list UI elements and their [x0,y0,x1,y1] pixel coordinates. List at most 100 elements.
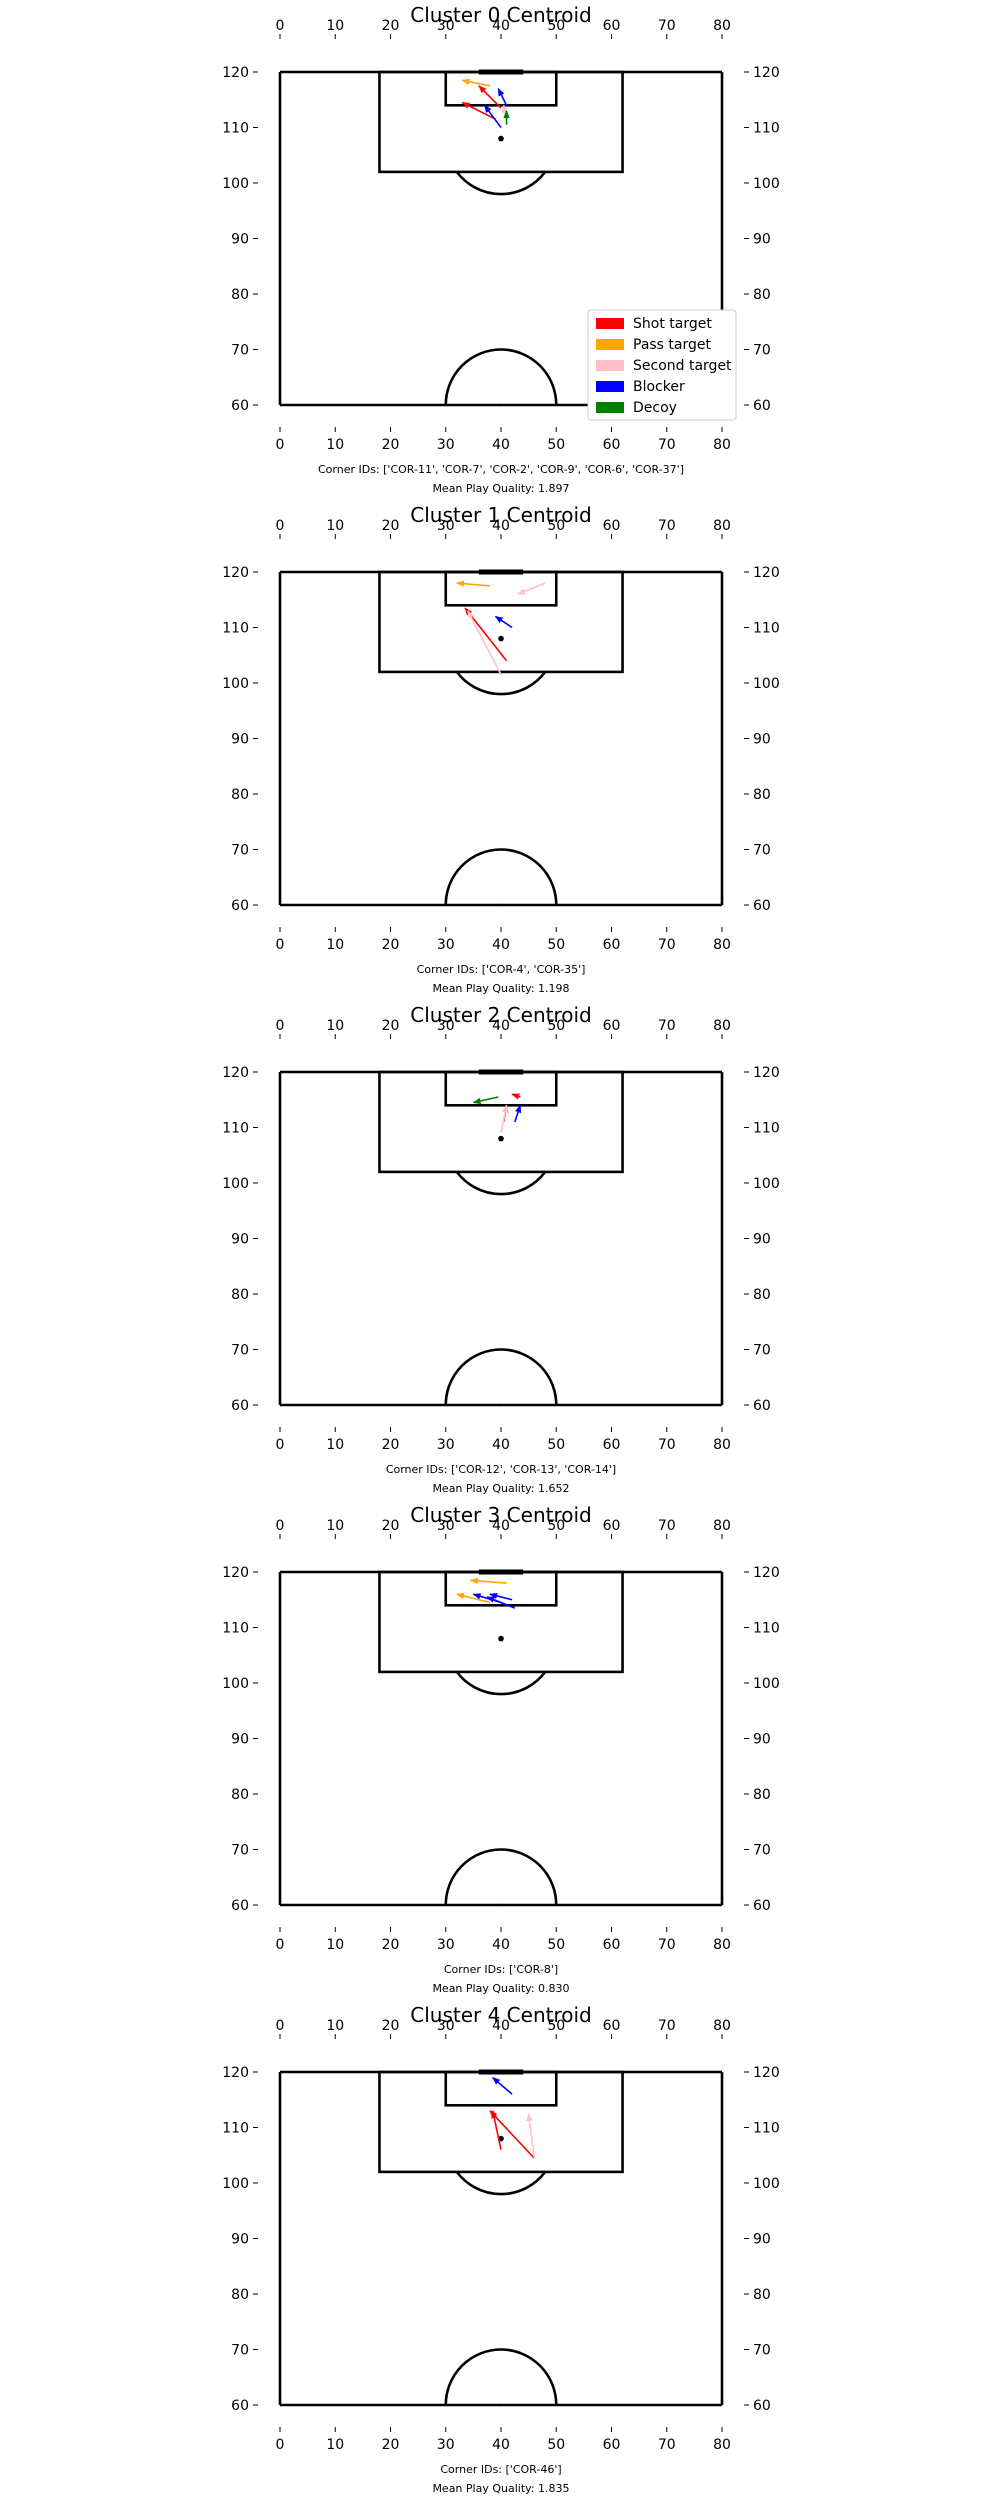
legend-label: Pass target [633,337,712,353]
x-tick-label-bottom: 80 [713,937,731,953]
x-tick-label-bottom: 50 [547,1937,565,1953]
y-tick-label-left: 80 [231,1287,249,1303]
centre-circle [444,848,558,906]
x-tick-label-top: 70 [658,1018,676,1034]
corner-ids-caption: Corner IDs: ['COR-46'] [440,2463,561,2476]
x-tick-label-bottom: 60 [603,2437,621,2453]
y-tick-label-right: 100 [753,676,780,692]
y-tick-label-left: 100 [222,176,249,192]
y-tick-label-left: 100 [222,2176,249,2192]
y-tick-label-right: 90 [753,232,771,248]
movement-arrow-blocker [483,104,502,128]
y-tick-label-left: 100 [222,1176,249,1192]
x-tick-label-top: 80 [713,2018,731,2034]
x-tick-label-top: 0 [276,1018,285,1034]
y-tick-label-left: 110 [222,121,249,137]
play-quality-caption: Mean Play Quality: 1.198 [432,982,569,995]
x-tick-label-bottom: 80 [713,1937,731,1953]
legend: Shot target Pass target Second target Block… [587,309,737,421]
legend-swatch [596,360,624,371]
penalty-arc [455,2171,547,2196]
centre-spot [499,1403,503,1407]
cluster-panel-3: Cluster 3 Centroid 0 0 10 10 20 20 30 30 40 40 50 50… [222,1503,779,1995]
y-tick-label-right: 90 [753,2232,771,2248]
y-tick-label-right: 90 [753,1732,771,1748]
x-tick-label-top: 70 [658,518,676,534]
movement-arrow-second-target [467,610,502,676]
centre-circle [444,348,558,406]
x-tick-label-bottom: 30 [437,1437,455,1453]
legend-frame [587,309,737,421]
y-tick-label-left: 70 [231,2343,249,2359]
x-tick-label-bottom: 60 [603,1937,621,1953]
x-tick-label-top: 0 [276,1518,285,1534]
y-tick-label-left: 90 [231,1232,249,1248]
ball-marker [498,1635,504,1642]
x-tick-label-top: 40 [492,518,510,534]
movement-arrow-shot-target [511,1093,521,1100]
x-tick-label-bottom: 50 [547,1437,565,1453]
y-tick-label-left: 70 [231,1843,249,1859]
y-tick-label-right: 110 [753,121,780,137]
y-tick-label-right: 60 [753,898,771,914]
x-tick-label-top: 30 [437,18,455,34]
play-quality-caption: Mean Play Quality: 1.897 [432,482,569,495]
x-tick-label-bottom: 50 [547,437,565,453]
centre-spot [499,2403,503,2407]
y-tick-label-right: 80 [753,287,771,303]
y-tick-label-right: 100 [753,1176,780,1192]
movement-arrow-blocker [489,1592,513,1601]
x-tick-label-bottom: 0 [276,1437,285,1453]
y-tick-label-left: 90 [231,232,249,248]
movement-arrow-shot-target [489,2110,535,2159]
x-tick-label-top: 60 [603,18,621,34]
y-tick-label-left: 70 [231,343,249,359]
y-tick-label-right: 90 [753,1232,771,1248]
movement-arrow-blocker [514,1104,522,1123]
y-tick-label-left: 90 [231,2232,249,2248]
x-tick-label-top: 0 [276,18,285,34]
x-tick-label-bottom: 30 [437,1937,455,1953]
y-tick-label-left: 100 [222,676,249,692]
x-tick-label-top: 50 [547,18,565,34]
x-tick-label-bottom: 70 [658,437,676,453]
x-tick-label-top: 60 [603,518,621,534]
x-tick-label-top: 50 [547,518,565,534]
movement-arrow-shot-target [478,85,502,109]
centre-spot [499,1903,503,1907]
x-tick-label-bottom: 30 [437,437,455,453]
centre-circle [444,1848,558,1906]
legend-label: Blocker [633,379,685,395]
panel-title: Cluster 2 Centroid [410,1003,591,1027]
movement-arrow-second-target [526,2112,535,2159]
centre-circle [444,1348,558,1406]
cluster-panel-2: Cluster 2 Centroid 0 0 10 10 20 20 30 30 40 40 50 50… [222,1003,779,1495]
x-tick-label-bottom: 10 [326,937,344,953]
y-tick-label-left: 60 [231,398,249,414]
y-tick-label-left: 120 [222,2065,249,2081]
y-tick-label-left: 70 [231,843,249,859]
x-tick-label-bottom: 20 [382,937,400,953]
panel-title: Cluster 3 Centroid [410,1503,591,1527]
cluster-panel-1: Cluster 1 Centroid 0 0 10 10 20 20 30 30 40 40 50 50… [222,503,779,995]
y-tick-label-right: 120 [753,565,780,581]
y-tick-label-left: 110 [222,2121,249,2137]
x-tick-label-top: 80 [713,1018,731,1034]
legend-label: Shot target [633,316,712,332]
movement-arrow-pass-target [456,580,491,587]
x-tick-label-top: 0 [276,518,285,534]
y-tick-label-left: 90 [231,732,249,748]
y-tick-label-left: 80 [231,287,249,303]
legend-swatch [596,339,624,350]
y-tick-label-left: 120 [222,1565,249,1581]
y-tick-label-right: 120 [753,65,780,81]
movement-arrow-shot-target [461,101,496,120]
centre-spot [499,903,503,907]
y-tick-label-left: 60 [231,898,249,914]
movement-arrow-decoy [472,1096,499,1105]
y-tick-label-right: 120 [753,1065,780,1081]
x-tick-label-top: 20 [382,1018,400,1034]
x-tick-label-top: 30 [437,518,455,534]
y-tick-label-right: 120 [753,2065,780,2081]
x-tick-label-bottom: 70 [658,1437,676,1453]
